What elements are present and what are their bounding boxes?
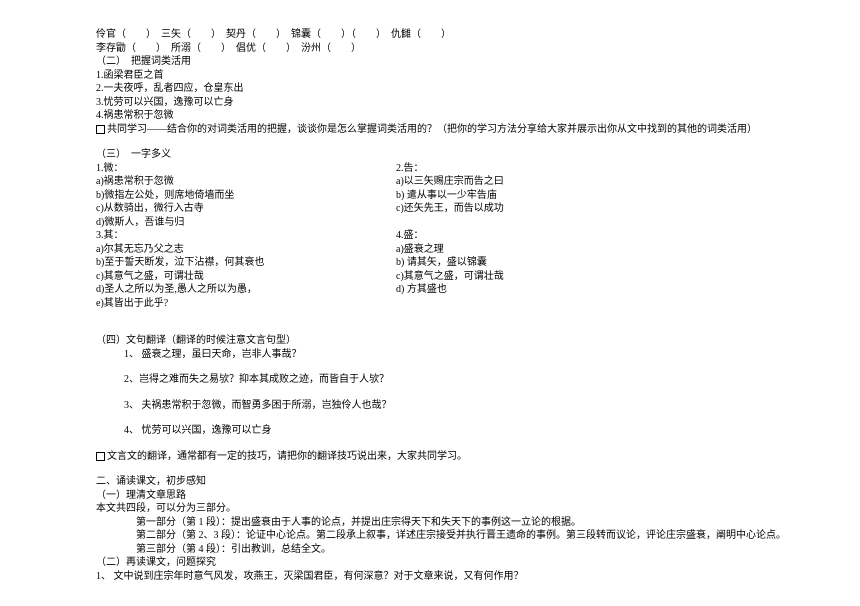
s3-4-head: 4.盛： (396, 229, 860, 243)
s3-3-b: b)至于誓天断发，泣下沾襟，何其衰也 (96, 256, 396, 270)
s3-3-c: c)其意气之盛，可谓壮哉 (96, 270, 396, 284)
s3-1-b: b)微指左公处，则席地倚墙而坐 (96, 189, 396, 203)
reading-line-1: 伶官（ ） 三矢（ ） 契丹（ ） 锦囊（ ）（ ） 仇雠（ ） (96, 28, 860, 42)
s3-1-d: d)微斯人，吾谁与归 (96, 216, 396, 230)
s4-1: 1、 盛衰之理，虽曰天命，岂非人事哉？ (96, 348, 860, 362)
s2-item-3: 3.忧劳可以兴国，逸豫可以亡身 (96, 96, 860, 110)
s3-2-c: c)还矢先王，而告以成功 (396, 202, 860, 216)
checkbox-icon (96, 452, 105, 461)
s3-4-c: c)其意气之盛，可谓壮哉 (396, 270, 860, 284)
p2-2: 本文共四段，可以分为三部分。 (96, 502, 860, 516)
s3-col-left: 1.微： a)祸患常积于忽微 b)微指左公处，则席地倚墙而坐 c)从数骑出，微行… (96, 162, 396, 311)
s3-3-head: 3.其： (96, 229, 396, 243)
s3-1-head: 1.微： (96, 162, 396, 176)
p2-1: （一）理清文章思路 (96, 489, 860, 503)
s3-4-d: d) 方其盛也 (396, 283, 860, 297)
s2-share: 共同学习——结合你的对词类活用的把握，谈谈你是怎么掌握词类活用的？（把你的学习方… (96, 123, 860, 137)
s3-3-a: a)尔其无忘乃父之志 (96, 243, 396, 257)
s3-4-b: b) 请其矢，盛以锦囊 (396, 256, 860, 270)
s3-1-a: a)祸患常积于忽微 (96, 175, 396, 189)
section-4-title: （四）文句翻译（翻译的时候注意文言句型） (96, 334, 860, 348)
s3-2-a: a)以三矢赐庄宗而告之曰 (396, 175, 860, 189)
s3-4-a: a)盛衰之理 (396, 243, 860, 257)
checkbox-icon (96, 125, 105, 134)
reading-line-2: 李存勖（ ） 所溺（ ） 倡优（ ） 汾州（ ） (96, 42, 860, 56)
section-2-title: （二） 把握词类活用 (96, 55, 860, 69)
s4-4: 4、 忧劳可以兴国，逸豫可以亡身 (96, 424, 860, 438)
s3-1-c: c)从数骑出，微行入古寺 (96, 202, 396, 216)
s4-2: 2、岂得之难而失之易欤？抑本其成败之迹，而皆自于人欤？ (96, 373, 860, 387)
s2-item-4: 4.祸患常积于忽微 (96, 109, 860, 123)
p2-5: 第三部分（第 4 段）：引出教训，总结全文。 (96, 543, 860, 557)
s4-share-text: 文言文的翻译，通常都有一定的技巧，请把你的翻译技巧说出来，大家共同学习。 (107, 451, 467, 462)
s2-item-2: 2.一夫夜呼，乱者四应，仓皇东出 (96, 82, 860, 96)
p2-4: 第二部分（第 2、3 段）：论证中心论点。第二段承上叙事，详述庄宗接受并执行晋王… (96, 529, 860, 543)
s2-item-1: 1.函梁君臣之首 (96, 69, 860, 83)
s3-2-head: 2.告： (396, 162, 860, 176)
s3-3-e: e)其皆出于此乎? (96, 297, 396, 311)
s3-columns: 1.微： a)祸患常积于忽微 b)微指左公处，则席地倚墙而坐 c)从数骑出，微行… (96, 162, 860, 311)
s3-2-b: b) 遣从事以一少牢告庙 (396, 189, 860, 203)
s4-share: 文言文的翻译，通常都有一定的技巧，请把你的翻译技巧说出来，大家共同学习。 (96, 450, 860, 464)
section-3-title: （三） 一字多义 (96, 148, 860, 162)
p3-2: 1、 文中说到庄宗年时意气风发，攻燕王，灭梁国君臣，有何深意？对于文章来说，又有… (96, 570, 860, 584)
s3-3-d: d)圣人之所以为圣,愚人之所以为愚， (96, 283, 396, 297)
s4-3: 3、 夫祸患常积于忽微，而智勇多困于所溺，岂独伶人也哉？ (96, 399, 860, 413)
p3-1: （二）再读课文，问题探究 (96, 556, 860, 570)
s3-col-right: 2.告： a)以三矢赐庄宗而告之曰 b) 遣从事以一少牢告庙 c)还矢先王，而告… (396, 162, 860, 311)
blank-line (396, 216, 860, 230)
p2-3: 第一部分（第 1 段）：提出盛衰由于人事的论点，并提出庄宗得天下和失天下的事例这… (96, 516, 860, 530)
part2-head: 二、诵读课文，初步感知 (96, 475, 860, 489)
s2-share-text: 共同学习——结合你的对词类活用的把握，谈谈你是怎么掌握词类活用的？（把你的学习方… (107, 124, 757, 135)
